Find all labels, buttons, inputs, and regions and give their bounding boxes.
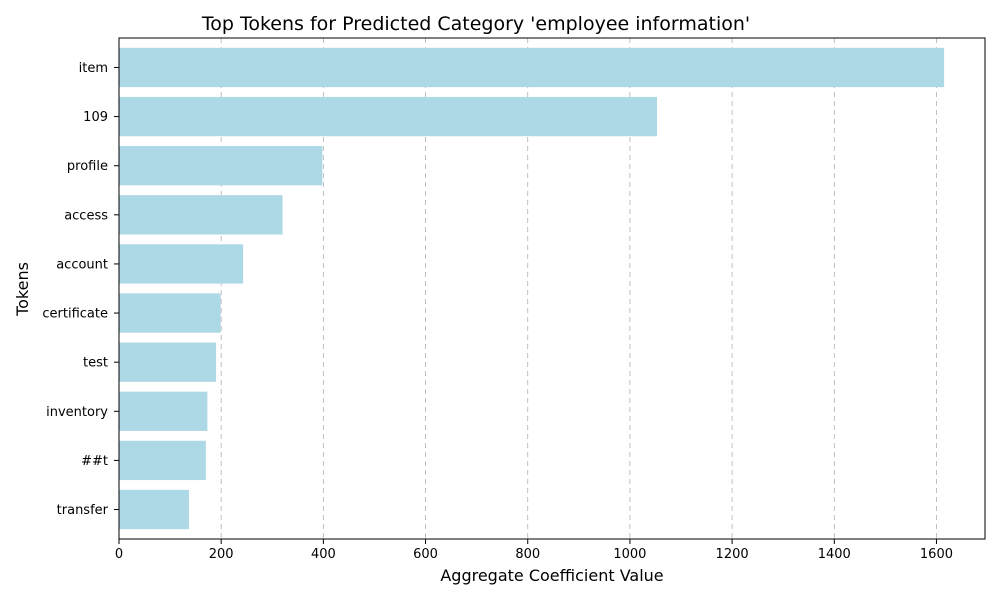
y-tick-label: inventory: [46, 405, 108, 420]
bar-profile: [119, 146, 323, 186]
y-tick-label: test: [83, 356, 108, 371]
x-tick-label: 400: [311, 547, 336, 562]
x-axis-label: Aggregate Coefficient Value: [440, 566, 663, 585]
y-tick-label: 109: [83, 110, 108, 125]
bar-inventory: [119, 391, 208, 431]
x-tick-label: 600: [413, 547, 438, 562]
x-tick-label: 1600: [920, 547, 953, 562]
x-tick-label: 0: [115, 547, 123, 562]
x-tick-label: 1400: [818, 547, 851, 562]
y-tick-label: certificate: [42, 307, 108, 322]
y-axis-label: Tokens: [13, 262, 32, 317]
x-tick-label: 1000: [613, 547, 646, 562]
bar-test: [119, 342, 217, 382]
bar-account: [119, 244, 244, 284]
x-tick-label: 1200: [716, 547, 749, 562]
bar-item: [119, 47, 945, 88]
y-tick-label: item: [79, 61, 108, 76]
x-tick-label: 200: [209, 547, 234, 562]
y-tick-label: transfer: [57, 503, 109, 518]
bar-access: [119, 195, 283, 235]
bar-109: [119, 96, 657, 137]
bar-t: [119, 440, 206, 481]
plot-frame: [118, 37, 986, 540]
bar-transfer: [119, 489, 189, 530]
x-axis-ticks: 0 200 400 600 800 1000 1200 1400 1600: [115, 539, 953, 562]
bars: [119, 47, 945, 530]
y-tick-label: ##t: [81, 454, 108, 469]
y-tick-label: profile: [67, 159, 108, 174]
bar-certificate: [119, 293, 221, 333]
x-tick-label: 800: [515, 547, 540, 562]
y-axis-ticks: item 109 profile access account certificate te…: [42, 61, 119, 518]
y-tick-label: account: [56, 257, 108, 272]
chart-title: Top Tokens for Predicted Category 'emplo…: [201, 13, 750, 35]
y-tick-label: access: [64, 208, 108, 223]
